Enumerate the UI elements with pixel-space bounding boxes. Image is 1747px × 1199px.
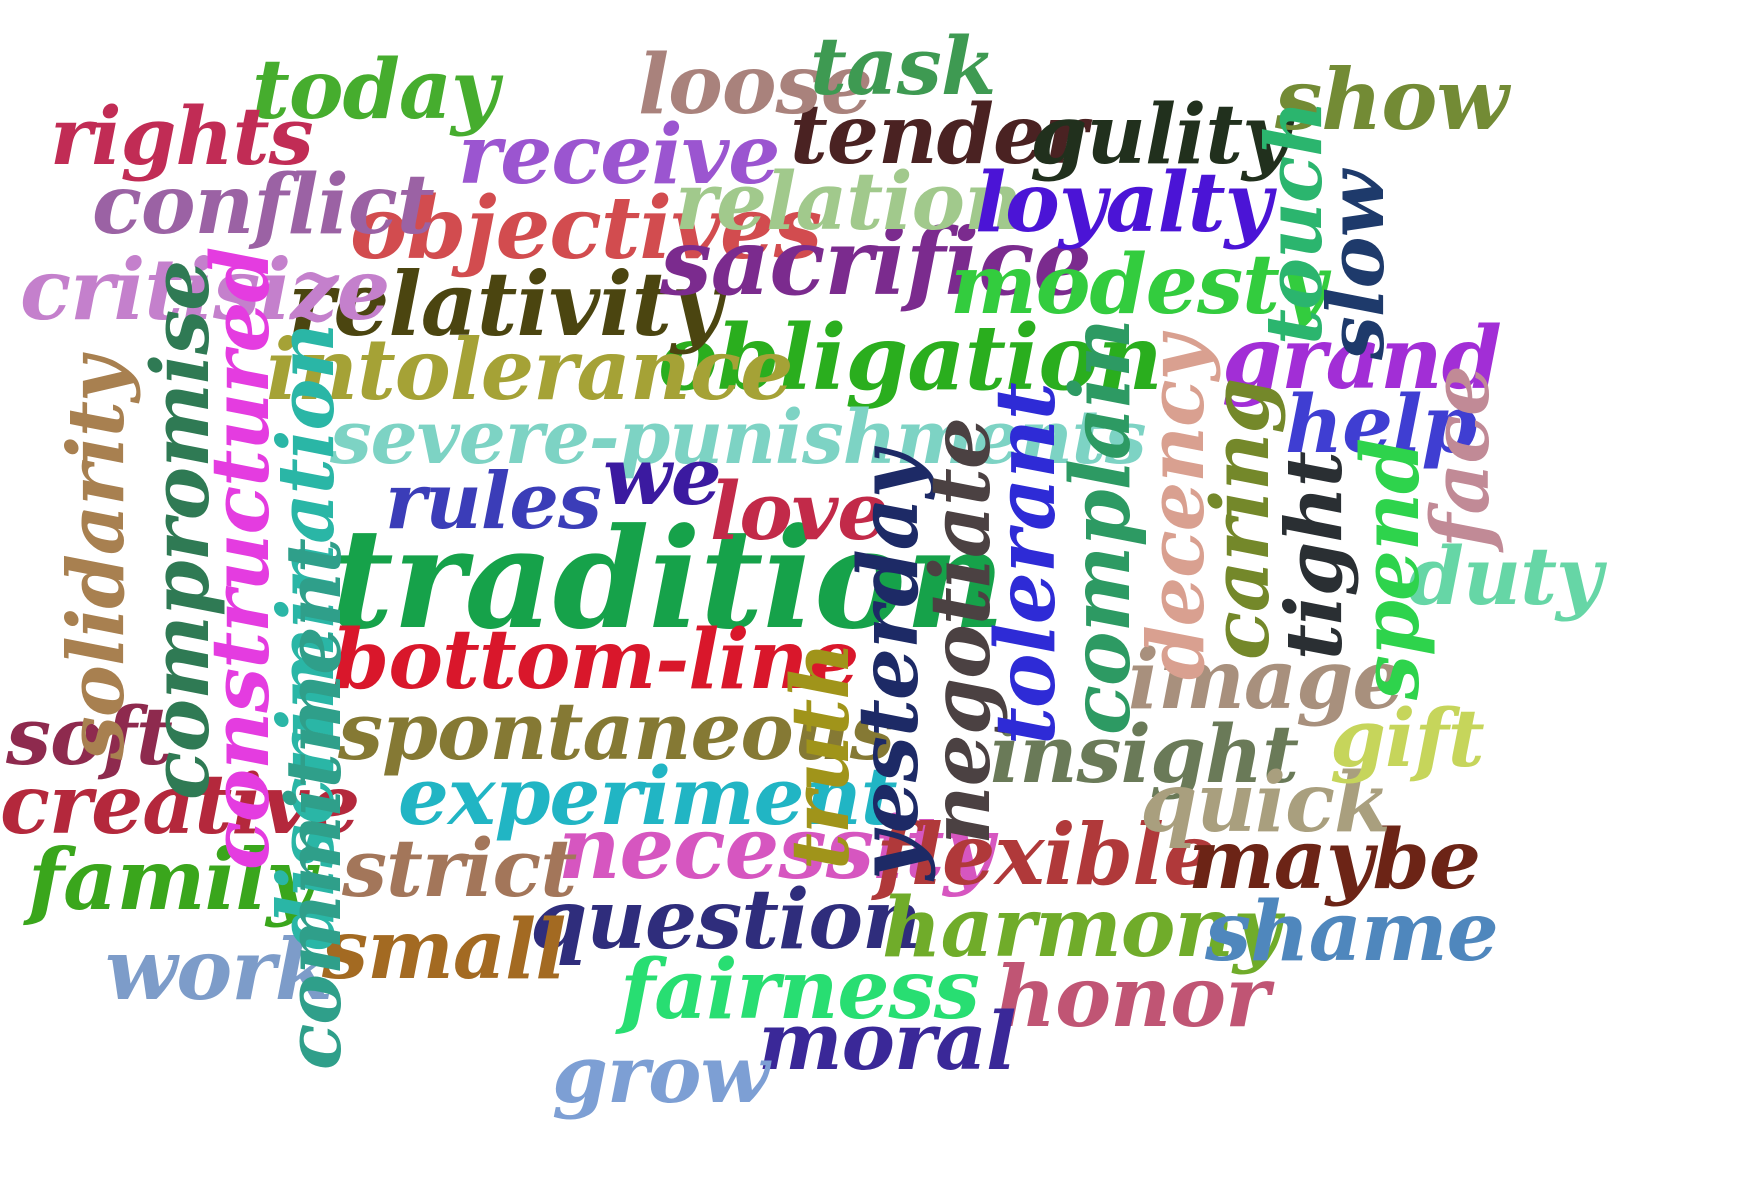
word-complain: complain — [1053, 319, 1149, 735]
word-image: image — [1128, 632, 1405, 729]
word-flexible: flexible — [876, 804, 1217, 904]
word-modesty: modesty — [950, 237, 1327, 334]
word-question: question — [530, 872, 922, 969]
word-sacrifice: sacrifice — [660, 208, 1092, 317]
word-relation: relation — [675, 154, 1022, 248]
word-obligation: obligation — [658, 305, 1163, 411]
word-creative: creative — [0, 757, 360, 854]
word-objectives: objectives — [350, 178, 822, 280]
word-family: family — [28, 829, 315, 929]
word-experiment: experiment — [398, 749, 898, 843]
word-moral: moral — [758, 994, 1016, 1088]
word-loose: loose — [638, 37, 873, 134]
word-strict: strict — [342, 821, 577, 915]
word-receive: receive — [458, 107, 780, 204]
word-slow: slow — [1311, 171, 1402, 360]
word-grand: grand — [1222, 308, 1502, 410]
word-conflict: conflict — [92, 157, 435, 254]
word-commitment: commitment — [269, 539, 358, 1070]
word-work: work — [105, 919, 333, 1019]
word-grow: grow — [552, 1027, 769, 1121]
word-harmony: harmony — [882, 880, 1281, 977]
word-critisize: critisize — [20, 239, 390, 339]
word-face: face — [1413, 366, 1507, 548]
word-tender: tender — [790, 87, 1087, 184]
word-rights: rights — [50, 89, 314, 183]
word-honor: honor — [995, 946, 1269, 1046]
word-spontaneous: spontaneous — [338, 684, 895, 778]
word-caring: caring — [1193, 378, 1287, 660]
word-fairness: fairness — [620, 942, 980, 1039]
word-soft: soft — [6, 689, 173, 783]
word-loyalty: loyalty — [975, 155, 1272, 252]
word-duty: duty — [1408, 529, 1603, 623]
word-today: today — [252, 42, 499, 139]
word-help: help — [1285, 377, 1477, 471]
word-maybe: maybe — [1188, 812, 1481, 909]
word-task: task — [810, 19, 996, 113]
word-quick: quick — [1140, 755, 1391, 852]
word-bottom-line: bottom-line — [332, 612, 859, 709]
word-tradition: tradition — [330, 496, 1005, 660]
word-small: small — [322, 902, 566, 999]
word-severe-punishments: severe-punishments — [330, 394, 1147, 481]
word-necessity: necessity — [558, 798, 994, 900]
word-shame: shame — [1205, 884, 1499, 981]
word-love: love — [710, 464, 888, 558]
word-intolerance: intolerance — [266, 319, 794, 419]
word-gulity: gulity — [1030, 87, 1290, 184]
word-gift: gift — [1330, 691, 1485, 785]
word-relativity: relativity — [288, 251, 722, 356]
word-rules: rules — [385, 455, 602, 547]
word-solidarity: solidarity — [51, 357, 142, 760]
word-insight: insight — [990, 707, 1299, 801]
word-show: show — [1275, 49, 1509, 149]
word-we: we — [603, 429, 722, 523]
